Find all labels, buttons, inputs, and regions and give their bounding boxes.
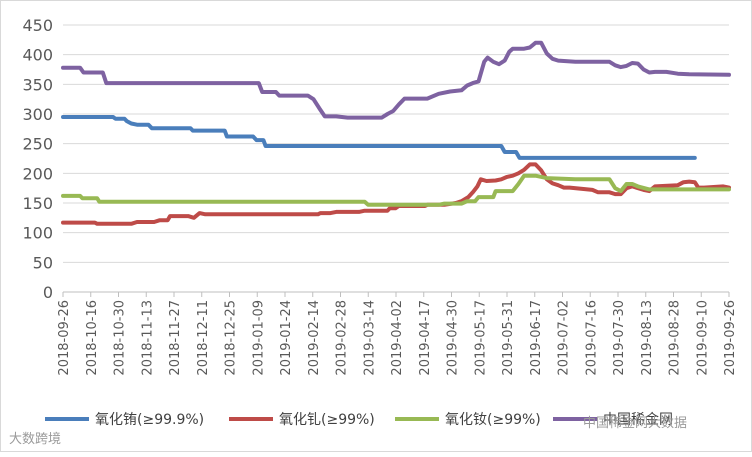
legend-label-2: 氧化钕(≥99%) [445,412,541,428]
x-tick-label: 2019-07-02 [557,300,572,376]
x-tick-label: 2018-10-30 [113,300,128,376]
x-tick-label: 2018-11-13 [140,300,155,376]
y-tick-label: 400 [22,46,53,65]
x-tick-label: 2018-12-11 [196,300,211,376]
watermark-right: 中国稀金网大数据 [583,415,687,431]
x-tick-label: 2019-04-30 [446,300,461,376]
y-tick-label: 450 [22,16,53,35]
x-tick-label: 2018-12-25 [224,300,239,376]
x-tick-label: 2019-07-30 [612,300,627,376]
x-tick-label: 2018-11-27 [168,300,183,376]
x-tick-label: 2019-01-24 [279,300,294,376]
x-tick-label: 2018-10-16 [85,300,100,376]
watermark-left: 大数跨境 [9,432,61,447]
watermarks: 大数跨境 中国稀金网大数据 [9,415,687,447]
x-tick-label: 2019-02-28 [335,300,350,376]
x-tick-label: 2019-02-14 [307,300,322,376]
legend-label-3: 中国稀金网 [603,412,673,428]
x-tick-label: 2019-08-13 [640,300,655,376]
series-line-1 [61,162,731,226]
x-tick-label: 2019-07-16 [584,300,599,376]
legend: 氧化铕(≥99.9%) 氧化钆(≥99%) 氧化钕(≥99%) 中国稀金网 [45,412,673,428]
x-tick-label: 2019-06-17 [529,300,544,376]
series-line-2 [61,173,731,207]
y-tick-label: 50 [33,253,53,272]
y-tick-label: 300 [22,105,53,124]
series-line-3 [61,40,731,120]
x-tick-label: 2019-04-17 [418,300,433,376]
legend-label-1: 氧化钆(≥99%) [279,412,375,428]
x-tick-label: 2019-05-31 [501,300,516,376]
x-tick-label: 2019-09-10 [695,300,710,376]
y-tick-label: 350 [22,75,53,94]
x-tick-label: 2018-09-26 [57,300,72,376]
x-tick-label: 2019-09-26 [723,300,738,376]
series-lines [61,40,731,226]
y-tick-label: 150 [22,194,53,213]
y-tick-label: 200 [22,164,53,183]
x-tick-label: 2019-03-14 [362,300,377,376]
x-tick-label: 2019-08-28 [668,300,683,376]
axes: 0 50 100 150 200 250 300 350 400 450 2018-09-26 201… [22,16,738,376]
y-tick-label: 250 [22,135,53,154]
x-tick-label: 2019-05-17 [473,300,488,376]
legend-label-0: 氧化铕(≥99.9%) [95,412,204,428]
x-tick-label: 2019-01-09 [251,300,266,376]
y-tick-label: 0 [43,283,53,302]
y-tick-label: 100 [22,224,53,243]
x-tick-label: 2019-04-02 [390,300,405,376]
series-line-0 [61,115,697,160]
